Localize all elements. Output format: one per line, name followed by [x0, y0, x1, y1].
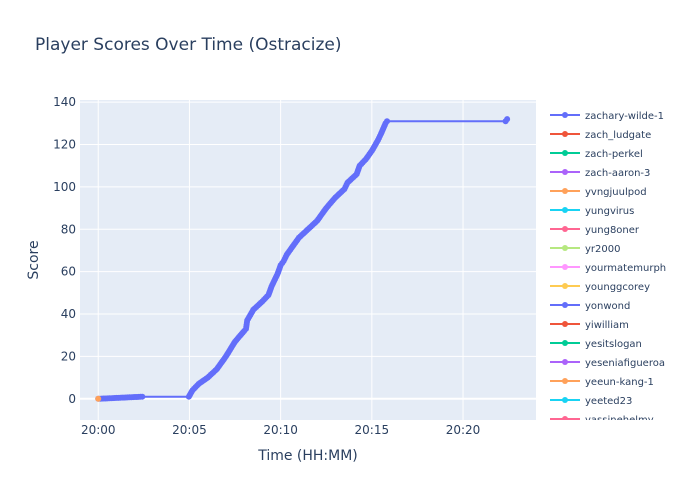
- data-point: [95, 395, 102, 402]
- x-tick-label: 20:20: [446, 423, 481, 437]
- legend-label: yassinehelmy: [585, 415, 654, 426]
- legend-item-yvngjuulpod[interactable]: yvngjuulpod: [550, 187, 647, 198]
- legend-marker: [562, 112, 568, 118]
- legend-marker: [562, 150, 568, 156]
- legend-marker: [562, 207, 568, 213]
- legend-label: yeeun-kang-1: [585, 377, 654, 388]
- legend-item-zach_ludgate[interactable]: zach_ludgate: [550, 130, 651, 141]
- legend-label: yung8oner: [585, 225, 640, 236]
- y-tick-label: 60: [61, 265, 76, 279]
- legend-marker: [562, 283, 568, 289]
- legend-item-yr2000[interactable]: yr2000: [550, 244, 620, 255]
- plot-area: [80, 100, 536, 420]
- legend-marker: [562, 169, 568, 175]
- legend-item-yungvirus[interactable]: yungvirus: [550, 206, 634, 217]
- legend-item-yiwilliam[interactable]: yiwilliam: [550, 320, 629, 331]
- y-tick-label: 40: [61, 307, 76, 321]
- data-point: [504, 116, 511, 123]
- x-axis-title: Time (HH:MM): [257, 448, 358, 464]
- legend-marker: [562, 264, 568, 270]
- y-tick-labels: 0 20 40 60 80 100 120 140: [53, 95, 76, 406]
- legend-item-yeeted23[interactable]: yeeted23: [550, 396, 632, 407]
- legend-marker: [562, 302, 568, 308]
- legend-item-younggcorey[interactable]: younggcorey: [550, 282, 650, 293]
- legend-marker: [562, 359, 568, 365]
- legend-label: yeeted23: [585, 396, 632, 407]
- legend-item-yung8oner[interactable]: yung8oner: [550, 225, 640, 236]
- x-tick-label: 20:00: [81, 423, 116, 437]
- legend-marker: [562, 378, 568, 384]
- legend-marker: [562, 397, 568, 403]
- y-tick-label: 120: [53, 138, 76, 152]
- legend-label: yesitslogan: [585, 339, 642, 350]
- y-tick-label: 80: [61, 222, 76, 236]
- legend-label: yvngjuulpod: [585, 187, 647, 198]
- legend-label: yourmatemurph: [585, 263, 666, 274]
- legend-label: yiwilliam: [585, 320, 629, 331]
- legend-label: yungvirus: [585, 206, 634, 217]
- legend[interactable]: zachary-wilde-1 zach_ludgate zach-perkel za…: [550, 111, 666, 426]
- legend-marker: [562, 188, 568, 194]
- legend-label: yeseniafigueroa: [585, 358, 665, 369]
- legend-marker: [562, 416, 568, 420]
- series-yvngjuulpod[interactable]: [95, 395, 102, 402]
- legend-label: zachary-wilde-1: [585, 111, 664, 122]
- legend-items: zachary-wilde-1 zach_ludgate zach-perkel za…: [550, 111, 666, 426]
- legend-marker: [562, 321, 568, 327]
- legend-label: younggcorey: [585, 282, 650, 293]
- legend-item-yesitslogan[interactable]: yesitslogan: [550, 339, 642, 350]
- legend-item-zach-perkel[interactable]: zach-perkel: [550, 149, 643, 160]
- y-tick-label: 20: [61, 349, 76, 363]
- legend-marker: [562, 131, 568, 137]
- y-axis-title: Score: [26, 240, 42, 279]
- y-tick-label: 140: [53, 95, 76, 109]
- x-tick-label: 20:10: [263, 423, 298, 437]
- legend-item-yeeun-kang-1[interactable]: yeeun-kang-1: [550, 377, 654, 388]
- data-point: [139, 393, 146, 400]
- legend-label: zach-perkel: [585, 149, 643, 160]
- x-tick-labels: 20:00 20:05 20:10 20:15 20:20: [81, 423, 480, 437]
- x-tick-label: 20:05: [172, 423, 207, 437]
- legend-item-yeseniafigueroa[interactable]: yeseniafigueroa: [550, 358, 665, 369]
- legend-item-yassinehelmy[interactable]: yassinehelmy: [550, 415, 654, 426]
- legend-item-yourmatemurph[interactable]: yourmatemurph: [550, 263, 666, 274]
- legend-item-zachary-wilde-1[interactable]: zachary-wilde-1: [550, 111, 664, 122]
- legend-marker: [562, 226, 568, 232]
- data-point: [384, 118, 391, 125]
- x-tick-label: 20:15: [355, 423, 390, 437]
- legend-label: zach_ludgate: [585, 130, 651, 141]
- legend-label: yr2000: [585, 244, 620, 255]
- chart-title: Player Scores Over Time (Ostracize): [35, 35, 342, 55]
- legend-marker: [562, 340, 568, 346]
- legend-item-yonwond[interactable]: yonwond: [550, 301, 630, 312]
- legend-label: yonwond: [585, 301, 630, 312]
- y-tick-label: 100: [53, 180, 76, 194]
- series-layer: [95, 116, 511, 402]
- legend-marker: [562, 245, 568, 251]
- legend-item-zach-aaron-3[interactable]: zach-aaron-3: [550, 168, 650, 179]
- series-zachary-wilde-1[interactable]: [95, 116, 511, 402]
- y-tick-label: 0: [68, 392, 76, 406]
- legend-label: zach-aaron-3: [585, 168, 650, 179]
